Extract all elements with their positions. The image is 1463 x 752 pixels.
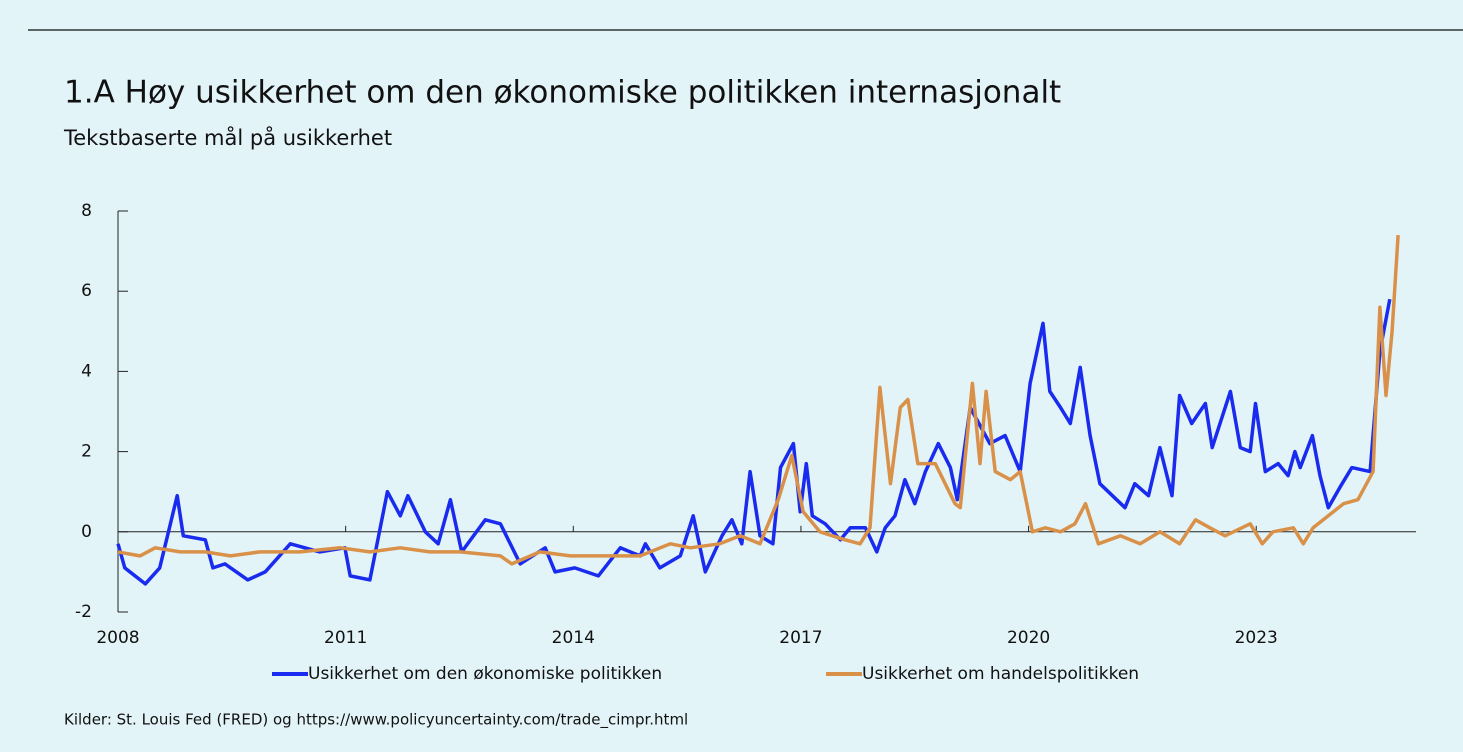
legend-label: Usikkerhet om den økonomiske politikken <box>308 664 662 684</box>
y-tick-label: 4 <box>81 361 92 381</box>
x-tick-label: 2008 <box>96 628 139 648</box>
chart-subtitle: Tekstbaserte mål på usikkerhet <box>63 125 392 150</box>
x-tick-label: 2023 <box>1235 628 1278 648</box>
x-tick-label: 2014 <box>552 628 595 648</box>
chart-title: 1.A Høy usikkerhet om den økonomiske pol… <box>64 75 1061 111</box>
series-line <box>117 234 1400 566</box>
source-note: Kilder: St. Louis Fed (FRED) og https://… <box>64 711 688 730</box>
legend-label: Usikkerhet om handelspolitikken <box>862 664 1139 684</box>
x-tick-label: 2020 <box>1007 628 1050 648</box>
x-tick-label: 2017 <box>779 628 822 648</box>
x-tick-label: 2011 <box>324 628 367 648</box>
y-tick-label: -2 <box>75 602 92 622</box>
y-tick-label: 0 <box>81 522 92 542</box>
y-tick-label: 6 <box>81 281 92 301</box>
series-line <box>116 298 1392 586</box>
y-tick-label: 8 <box>81 201 92 221</box>
y-tick-label: 2 <box>81 442 92 462</box>
